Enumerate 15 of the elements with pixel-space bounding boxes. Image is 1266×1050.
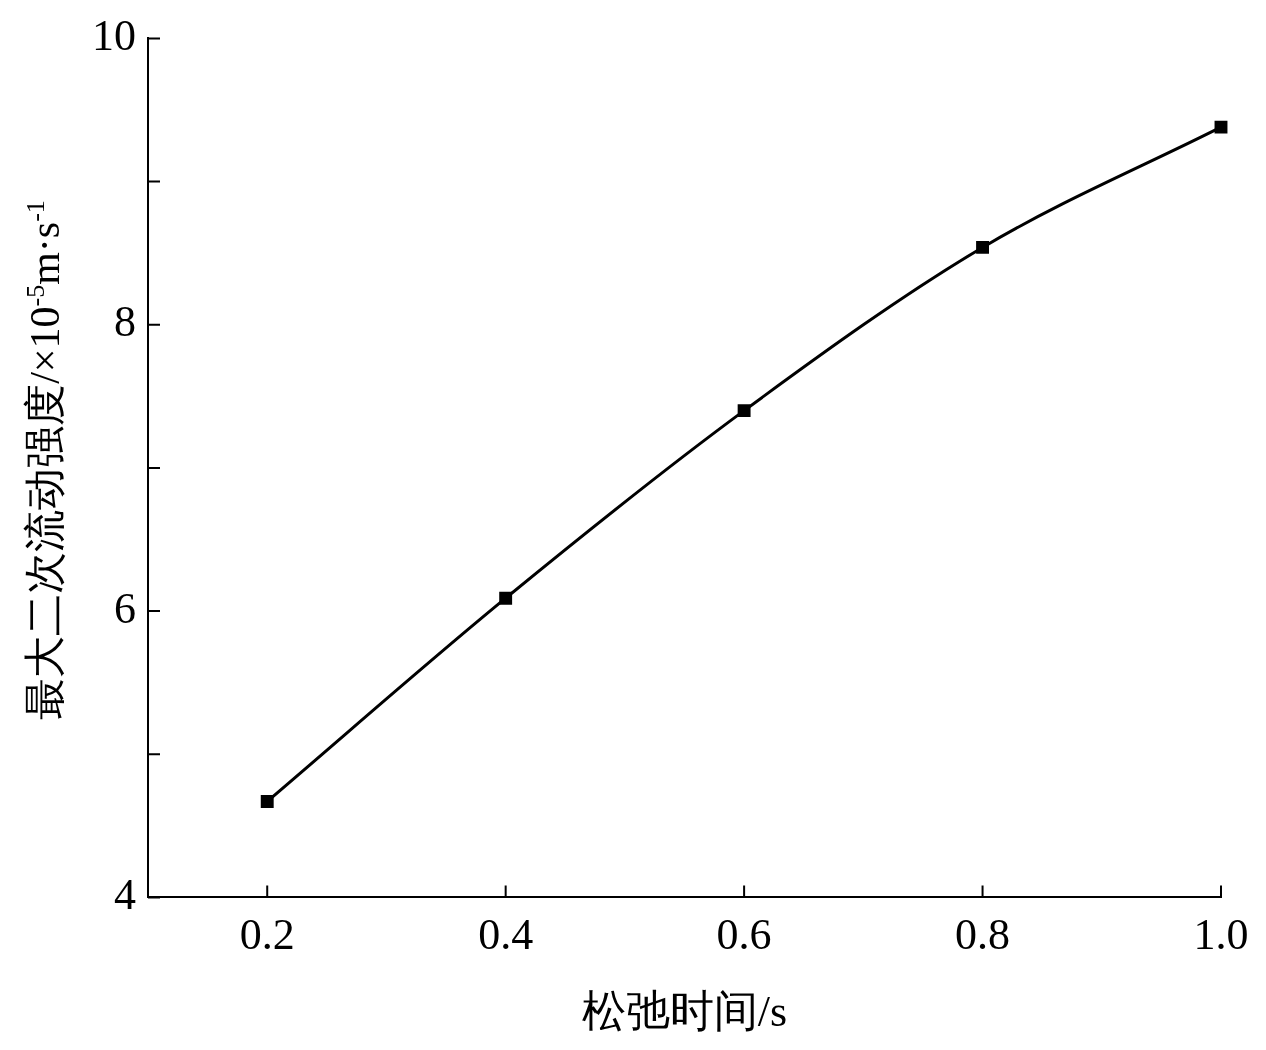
point (260, 795, 274, 808)
y-tick-label: 4 (114, 869, 136, 919)
x-tick-label: 0.6 (716, 910, 772, 960)
point (976, 240, 990, 254)
point (499, 591, 513, 605)
point (737, 404, 751, 418)
y-tick-label: 10 (92, 10, 136, 60)
x-axis-title: 松弛时间/s (581, 987, 788, 1037)
y-tick-label: 6 (114, 583, 136, 633)
x-tick-label: 0.8 (955, 910, 1011, 960)
x-tick-label: 0.2 (239, 910, 295, 960)
x-tick-label: 1.0 (1193, 910, 1249, 960)
y-tick-label: 8 (114, 297, 136, 347)
point (1214, 120, 1228, 134)
x-tick-label: 0.4 (478, 910, 534, 960)
